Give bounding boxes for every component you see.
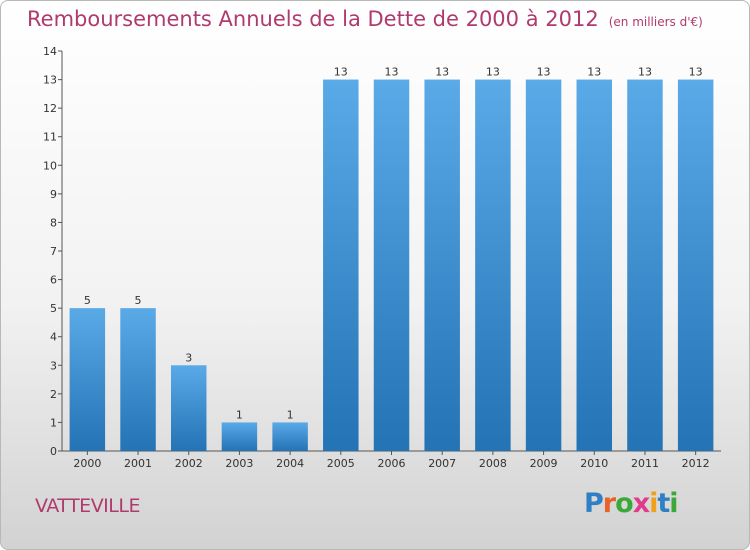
y-tick-label: 8 [50,216,57,229]
y-tick-label: 2 [50,388,57,401]
bar-2005 [323,79,359,452]
y-tick-label: 3 [50,359,57,372]
x-tick-label-2012: 2012 [682,457,710,470]
value-label-2007: 13 [435,66,449,79]
chart-title: Remboursements Annuels de la Dette de 20… [27,7,703,31]
bar-2012 [677,79,714,452]
y-tick-label: 1 [50,416,57,429]
value-label-2004: 1 [287,408,294,421]
value-label-2001: 5 [135,294,142,307]
y-tick-label: 13 [43,74,57,87]
y-tick-label: 12 [43,102,57,115]
y-tick-label: 6 [50,274,57,287]
bar-2003 [221,422,258,451]
x-tick-label-2010: 2010 [580,457,608,470]
value-label-2009: 13 [537,66,551,79]
x-axis: 2000 2001 2002 2003 2004 2005 2006 2007 2008 2009… [62,450,721,470]
logo-letter: P [584,488,604,519]
bars: 5 5 3 1 1 13 13 13 13 13 13 13 13 [69,66,714,452]
commune-name: VATTEVILLE [35,495,140,517]
value-label-2008: 13 [486,66,500,79]
value-label-2005: 13 [334,66,348,79]
bar-2011 [627,79,663,452]
x-tick-label-2002: 2002 [175,457,203,470]
bar-2006 [373,79,410,452]
proxiti-logo[interactable]: Proxiti [584,488,679,519]
value-label-2011: 13 [638,66,652,79]
value-label-2003: 1 [236,408,243,421]
logo-letter: r [602,488,616,519]
y-tick-label: 7 [50,245,57,258]
value-label-2010: 13 [587,66,601,79]
bar-2009 [525,79,562,452]
bar-2004 [272,422,308,451]
value-label-2000: 5 [84,294,91,307]
bar-2007 [424,79,460,452]
bar-2008 [475,79,511,452]
y-tick-label: 5 [50,302,57,315]
logo-letter: x [632,488,650,519]
y-tick-label: 4 [50,331,57,344]
x-tick-label-2011: 2011 [631,457,659,470]
x-tick-label-2004: 2004 [276,457,304,470]
bar-2001 [120,308,156,451]
x-tick-label-2009: 2009 [530,457,558,470]
x-tick-label-2000: 2000 [73,457,101,470]
logo-letter: t [657,488,670,519]
value-label-2006: 13 [385,66,399,79]
x-tick-label-2003: 2003 [225,457,253,470]
y-tick-label: 10 [43,159,57,172]
logo-letter: o [615,488,634,519]
chart-title-text: Remboursements Annuels de la Dette de 20… [27,7,599,31]
logo-letter: i [669,488,678,519]
bar-2000 [69,308,106,451]
y-tick-label: 9 [50,188,57,201]
y-tick-label: 14 [43,45,57,58]
x-tick-label-2001: 2001 [124,457,152,470]
y-tick-label: 0 [50,445,57,458]
bar-2002 [170,365,207,451]
x-tick-label-2006: 2006 [378,457,406,470]
x-tick-label-2005: 2005 [327,457,355,470]
x-tick-label-2007: 2007 [428,457,456,470]
value-label-2012: 13 [689,66,703,79]
y-tick-label: 11 [43,131,57,144]
x-tick-label-2008: 2008 [479,457,507,470]
logo-letter: i [649,488,658,519]
bar-2010 [576,79,613,452]
value-label-2002: 3 [185,351,192,364]
chart-unit: (en milliers d'€) [608,15,703,29]
